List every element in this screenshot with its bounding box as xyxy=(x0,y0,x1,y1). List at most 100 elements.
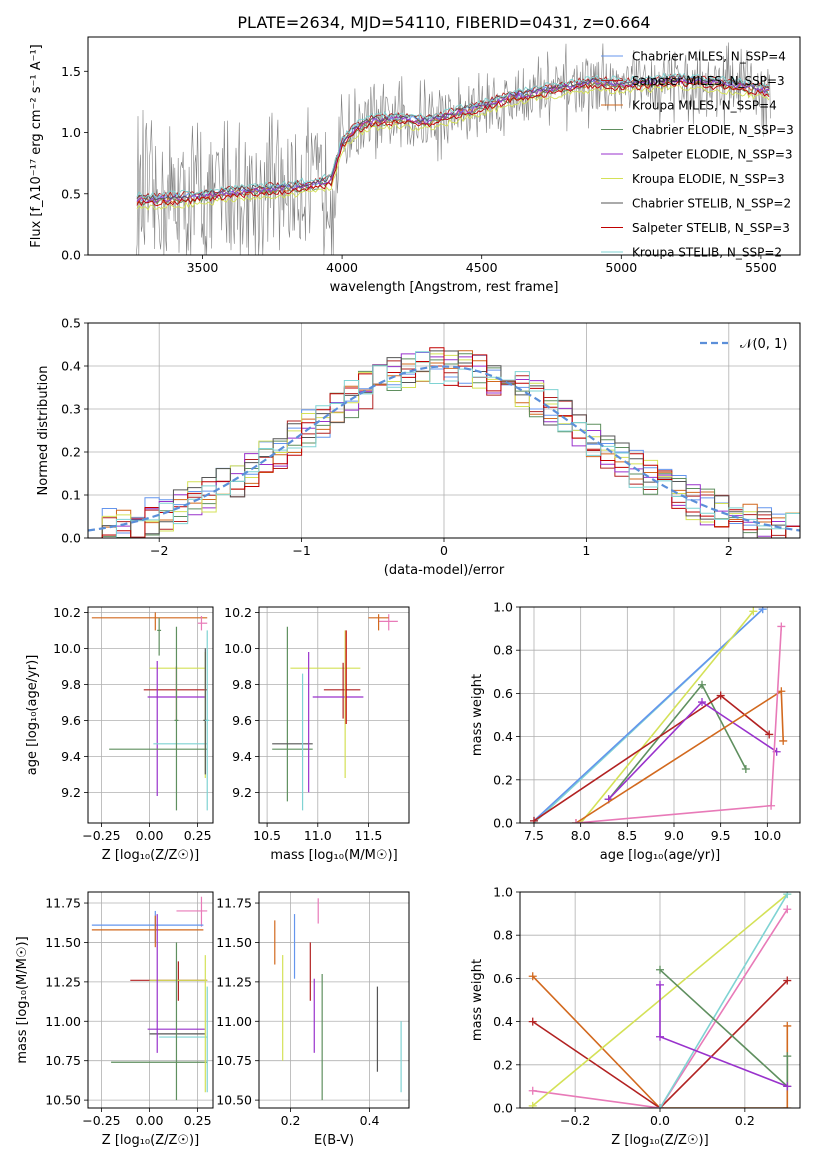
axes-frame xyxy=(88,892,213,1108)
weight-line xyxy=(609,702,777,799)
weight-marker xyxy=(777,622,785,630)
errorbar-point xyxy=(176,897,207,927)
x-tick-label: 0.4 xyxy=(360,1113,380,1128)
figure-title: PLATE=2634, MJD=54110, FIBERID=0431, z=0… xyxy=(237,13,650,32)
x-axis-label: E(B-V) xyxy=(314,1133,354,1148)
x-tick-label: 9.5 xyxy=(711,828,731,843)
y-tick-label: 0.6 xyxy=(493,686,513,701)
y-tick-label: 9.2 xyxy=(61,785,81,800)
errorbar-point xyxy=(324,663,360,719)
x-tick-label: 7.5 xyxy=(524,828,544,843)
x-axis-label: (data-model)/error xyxy=(384,563,505,578)
x-tick-label: 5000 xyxy=(605,260,637,275)
y-tick-label: 11.25 xyxy=(45,974,81,989)
y-tick-label: 10.2 xyxy=(53,605,81,620)
x-axis-label: Z [log₁₀(Z/Z☉)] xyxy=(102,848,199,863)
y-tick-label: 0.3 xyxy=(61,402,81,417)
y-tick-label: 0.0 xyxy=(493,1101,513,1116)
x-tick-label: 5500 xyxy=(745,260,777,275)
y-tick-label: 0.2 xyxy=(493,772,513,787)
y-tick-label: 0.8 xyxy=(493,643,513,658)
y-tick-label: 0.8 xyxy=(493,928,513,943)
y-tick-label: 9.8 xyxy=(61,677,81,692)
weight-marker xyxy=(783,905,791,913)
weight-marker xyxy=(656,1033,664,1041)
weight-marker xyxy=(779,737,787,745)
y-tick-label: 11.75 xyxy=(216,896,252,911)
plot-panel: −0.25 0.00 0.25 9.2 9.4 9.6 9.8 10.0 10.2 Z [log₁… xyxy=(25,605,213,863)
x-axis-label: age [log₁₀(age/yr)] xyxy=(600,848,721,863)
plot-panel: −2 −1 0 1 2 0.0 0.1 0.2 0.3 0.4 0.5 (data-model)/er… xyxy=(36,316,800,579)
plot-area xyxy=(530,605,787,827)
figure: PLATE=2634, MJD=54110, FIBERID=0431, z=0… xyxy=(0,0,819,1170)
errorbar-point xyxy=(92,911,204,943)
x-tick-label: 0.25 xyxy=(184,1113,212,1128)
y-tick-label: 0.2 xyxy=(493,1057,513,1072)
y-tick-label: 1.5 xyxy=(61,64,81,79)
errorbar-point xyxy=(157,618,161,656)
weight-marker xyxy=(742,765,750,773)
x-tick-label: 2 xyxy=(725,543,733,558)
weight-series xyxy=(605,681,750,803)
axes-frame xyxy=(520,607,800,823)
y-tick-label: 0.2 xyxy=(61,445,81,460)
y-axis-label: mass weight xyxy=(470,959,485,1041)
axes-frame xyxy=(259,607,409,823)
y-tick-label: 1.0 xyxy=(61,125,81,140)
y-tick-label: 11.00 xyxy=(45,1014,81,1029)
x-tick-label: 11.5 xyxy=(355,828,383,843)
y-tick-label: 10.50 xyxy=(45,1093,81,1108)
weight-line xyxy=(576,691,783,823)
x-tick-label: 0.2 xyxy=(735,1113,755,1128)
x-tick-label: 0.00 xyxy=(136,828,164,843)
x-tick-label: −0.25 xyxy=(82,1113,120,1128)
y-tick-label: 0.4 xyxy=(493,729,513,744)
plot-panel: 3500 4000 4500 5000 5500 0.0 0.5 1.0 1.5 waveleng… xyxy=(29,37,800,295)
plot-area xyxy=(272,614,398,810)
y-tick-label: 0.1 xyxy=(61,488,81,503)
y-tick-label: 10.75 xyxy=(45,1053,81,1068)
x-axis-label: wavelength [Angstrom, rest frame] xyxy=(330,280,559,295)
legend-label: Chabrier STELIB, N_SSP=2 xyxy=(632,197,791,211)
y-tick-label: 11.50 xyxy=(216,935,252,950)
y-tick-label: 0.0 xyxy=(61,248,81,263)
weight-line xyxy=(581,611,754,823)
errorbar-point xyxy=(368,614,388,630)
legend-label: 𝒩(0, 1) xyxy=(740,337,787,352)
x-axis-label: Z [log₁₀(Z/Z☉)] xyxy=(611,1133,708,1148)
x-tick-label: 0.2 xyxy=(281,1113,301,1128)
x-tick-label: 0.0 xyxy=(650,1113,670,1128)
errorbar-point xyxy=(175,627,179,811)
legend-label: Salpeter MILES, N_SSP=3 xyxy=(632,74,785,88)
weight-line xyxy=(534,696,769,821)
y-axis-label: age [log₁₀(age/yr)] xyxy=(25,655,40,776)
x-tick-label: 4000 xyxy=(326,260,358,275)
y-tick-label: 10.2 xyxy=(224,605,252,620)
y-tick-label: 0.4 xyxy=(61,359,81,374)
weight-series xyxy=(577,607,758,827)
y-tick-label: 1.0 xyxy=(493,600,513,615)
legend: 𝒩(0, 1) xyxy=(700,337,787,352)
y-tick-label: 9.6 xyxy=(61,713,81,728)
x-tick-label: 9.0 xyxy=(664,828,684,843)
weight-line xyxy=(660,970,787,1087)
y-tick-label: 11.50 xyxy=(45,935,81,950)
plot-panel: 0.2 0.410.5010.7511.0011.2511.5011.75E(B-… xyxy=(216,892,409,1148)
weight-marker xyxy=(656,981,664,989)
x-tick-label: 3500 xyxy=(187,260,219,275)
x-tick-label: 0 xyxy=(440,543,448,558)
plot-area xyxy=(275,898,401,1100)
y-tick-label: 9.8 xyxy=(232,677,252,692)
plot-panel: −0.25 0.00 0.25 10.50 10.75 11.00 11.25 11.50 11… xyxy=(15,892,213,1148)
weight-line xyxy=(660,894,787,1108)
y-tick-label: 10.75 xyxy=(216,1053,252,1068)
x-tick-label: 10.5 xyxy=(253,828,281,843)
x-tick-label: −0.25 xyxy=(82,828,120,843)
y-tick-label: 10.0 xyxy=(53,641,81,656)
legend-label: Salpeter STELIB, N_SSP=3 xyxy=(632,221,790,235)
y-tick-label: 11.25 xyxy=(216,974,252,989)
y-tick-label: 0.4 xyxy=(493,1014,513,1029)
weight-line xyxy=(609,685,746,799)
legend-label: Chabrier ELODIE, N_SSP=3 xyxy=(632,123,794,137)
axes-frame xyxy=(88,607,213,823)
